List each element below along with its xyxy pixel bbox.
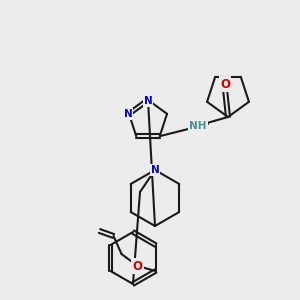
Text: N: N (144, 96, 152, 106)
Text: O: O (220, 77, 230, 91)
Text: NH: NH (189, 121, 207, 131)
Text: N: N (151, 165, 159, 175)
Text: O: O (133, 260, 142, 272)
Text: N: N (124, 109, 132, 119)
